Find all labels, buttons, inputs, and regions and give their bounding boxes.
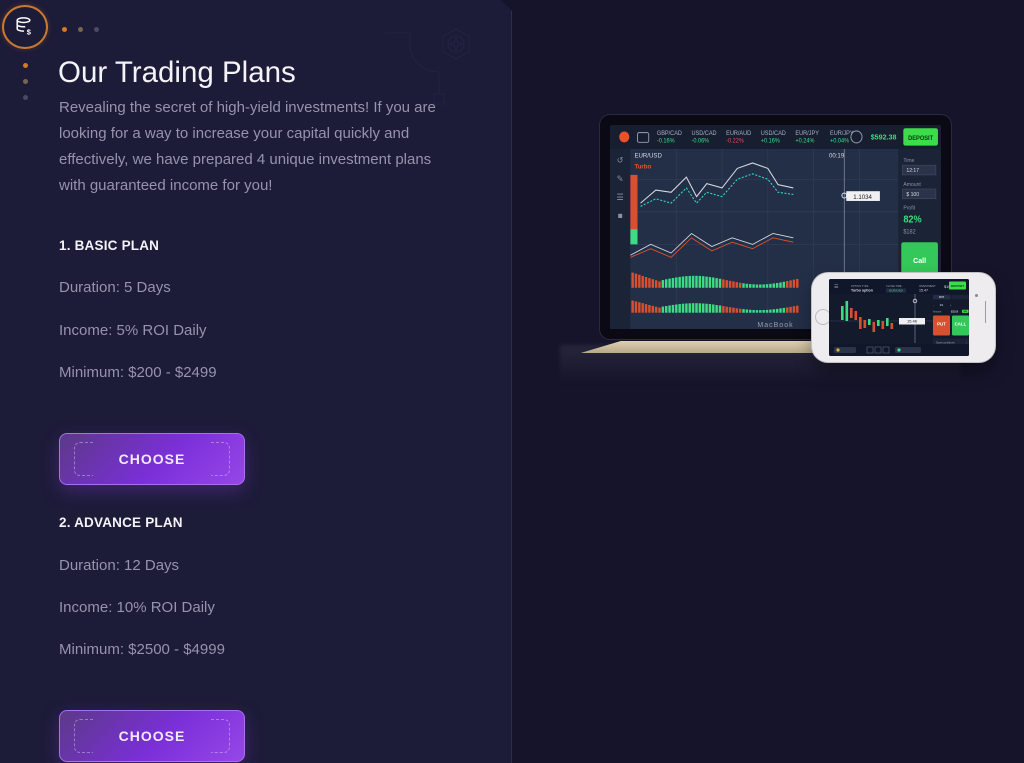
svg-text:$182: $182: [903, 229, 915, 235]
svg-text:-0.16%: -0.16%: [657, 138, 675, 144]
svg-text:›: ›: [966, 340, 967, 344]
svg-text:Profit: Profit: [903, 206, 915, 212]
svg-text:☰: ☰: [834, 284, 839, 290]
svg-text:OPTION TYPE: OPTION TYPE: [851, 284, 869, 288]
svg-text:↺: ↺: [617, 155, 624, 165]
svg-text:USD/CAD: USD/CAD: [761, 131, 786, 137]
svg-text:82%: 82%: [903, 214, 922, 225]
svg-text:Time: Time: [903, 158, 914, 164]
svg-text:+0.16%: +0.16%: [761, 138, 780, 144]
svg-text:9/4: 9/4: [940, 303, 944, 307]
svg-text:CALL: CALL: [955, 322, 967, 327]
svg-text:-0.06%: -0.06%: [691, 138, 709, 144]
svg-text:Open positions: Open positions: [936, 340, 955, 344]
svg-text:BUY: BUY: [939, 296, 944, 299]
svg-text:■: ■: [618, 210, 623, 220]
svg-text:Amount: Amount: [903, 182, 921, 188]
svg-text:EUR/JPY: EUR/JPY: [795, 131, 819, 137]
svg-text:15.46: 15.46: [907, 319, 918, 324]
svg-text:+0.04%: +0.04%: [830, 138, 849, 144]
svg-text:DEPOSIT: DEPOSIT: [951, 284, 964, 288]
svg-text:$ 100: $ 100: [906, 192, 919, 198]
svg-text:CLOSE TIME: CLOSE TIME: [886, 284, 902, 288]
svg-text:Turbo: Turbo: [634, 163, 651, 170]
svg-text:EUR/USD: EUR/USD: [889, 289, 903, 293]
svg-text:PUT: PUT: [937, 322, 946, 327]
svg-text:DEPOSIT: DEPOSIT: [908, 136, 933, 142]
svg-text:GBP/CAD: GBP/CAD: [657, 131, 682, 137]
svg-text:EUR/USD: EUR/USD: [634, 152, 662, 159]
svg-text:12:17: 12:17: [906, 168, 919, 174]
svg-text:Turbo option: Turbo option: [851, 289, 873, 293]
svg-text:USD/CAD: USD/CAD: [691, 131, 716, 137]
svg-text:15.47: 15.47: [919, 289, 928, 293]
svg-text:00:19: 00:19: [829, 152, 845, 159]
svg-text:$12.8: $12.8: [951, 310, 958, 314]
svg-text:INVESTMENT: INVESTMENT: [919, 284, 936, 288]
svg-text:EUR/JPY: EUR/JPY: [830, 131, 854, 137]
svg-text:✎: ✎: [617, 173, 624, 183]
svg-text:1.1034: 1.1034: [853, 194, 872, 201]
svg-text:Call: Call: [913, 256, 926, 265]
svg-text:+0.24%: +0.24%: [795, 138, 814, 144]
svg-text:☰: ☰: [617, 192, 624, 202]
svg-text:-0.22%: -0.22%: [726, 138, 744, 144]
svg-text:$592.38: $592.38: [871, 132, 897, 141]
svg-text:EUR/AUD: EUR/AUD: [726, 131, 751, 137]
svg-text:Amount: Amount: [933, 311, 942, 314]
